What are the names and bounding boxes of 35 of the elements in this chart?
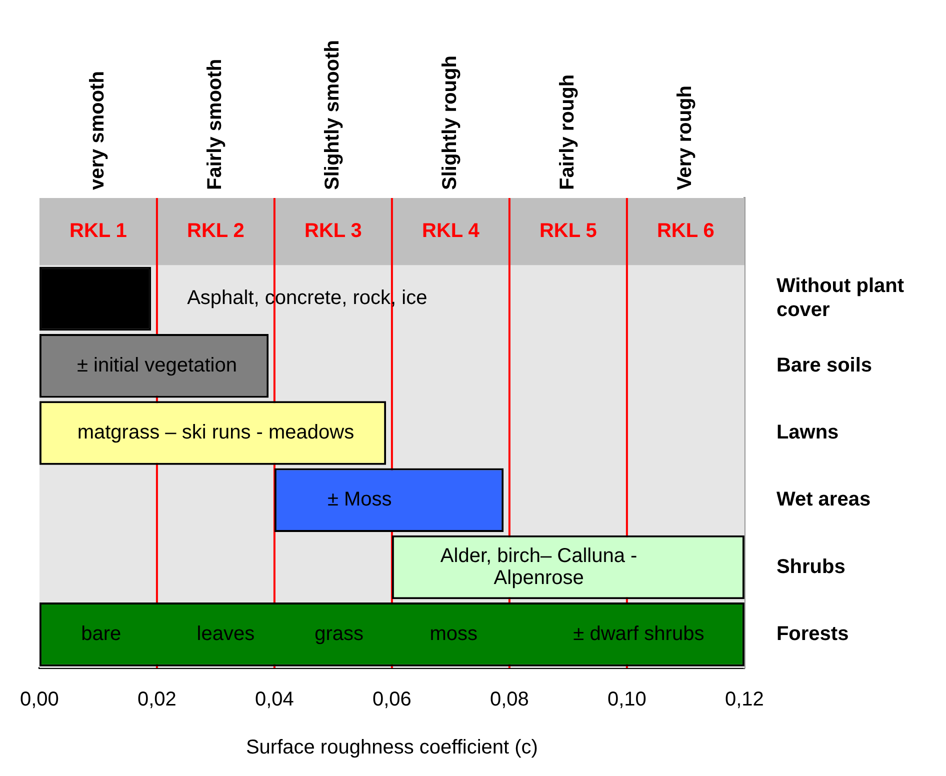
text: Slightly rough	[439, 56, 462, 190]
x-tick-label: 0,02	[137, 688, 176, 711]
annotation: ± initial vegetation	[76, 354, 237, 376]
y-tick-label: Lawns	[776, 422, 839, 444]
annotation: grass	[314, 622, 364, 645]
y-tick-label: Forests	[776, 622, 849, 645]
annotation: Alder, birch– Calluna - Alpenrose	[440, 544, 638, 589]
text: Fairly rough	[556, 74, 579, 190]
x-tick-label: 0,12	[724, 688, 764, 711]
x-tick-label: 0,08	[490, 688, 529, 711]
y-tick-label: Wet areas	[776, 488, 871, 511]
annotation: ± Moss	[327, 488, 392, 511]
band-label: RKL 6	[656, 220, 714, 242]
band-label: RKL 3	[304, 220, 362, 242]
band-label: RKL 2	[186, 220, 244, 242]
text: very smooth	[86, 71, 109, 190]
x-axis-title: Surface roughness coefficient (c)	[246, 736, 538, 759]
band-label: RKL 4	[422, 220, 480, 242]
x-tick-label: 0,10	[607, 688, 646, 711]
x-tick-label: 0,04	[254, 688, 294, 711]
annotation: ± dwarf shrubs	[573, 622, 704, 645]
text: Slightly smooth	[322, 40, 344, 190]
text: Fairly smooth	[204, 58, 226, 190]
y-tick-label: Shrubs	[776, 556, 846, 578]
text: Very rough	[674, 86, 696, 190]
band-label: RKL 1	[70, 220, 127, 242]
annotation: moss	[430, 622, 478, 645]
annotation: leaves	[196, 622, 255, 645]
annotation: bare	[81, 622, 122, 645]
band-label: RKL 5	[539, 220, 597, 242]
x-tick-label: 0,06	[372, 688, 412, 711]
y-tick-label: Without plant cover	[776, 275, 904, 322]
y-tick-label: Bare soils	[776, 354, 872, 376]
x-tick-label: 0,00	[20, 688, 59, 711]
annotation: matgrass – ski runs - meadows	[77, 422, 354, 444]
